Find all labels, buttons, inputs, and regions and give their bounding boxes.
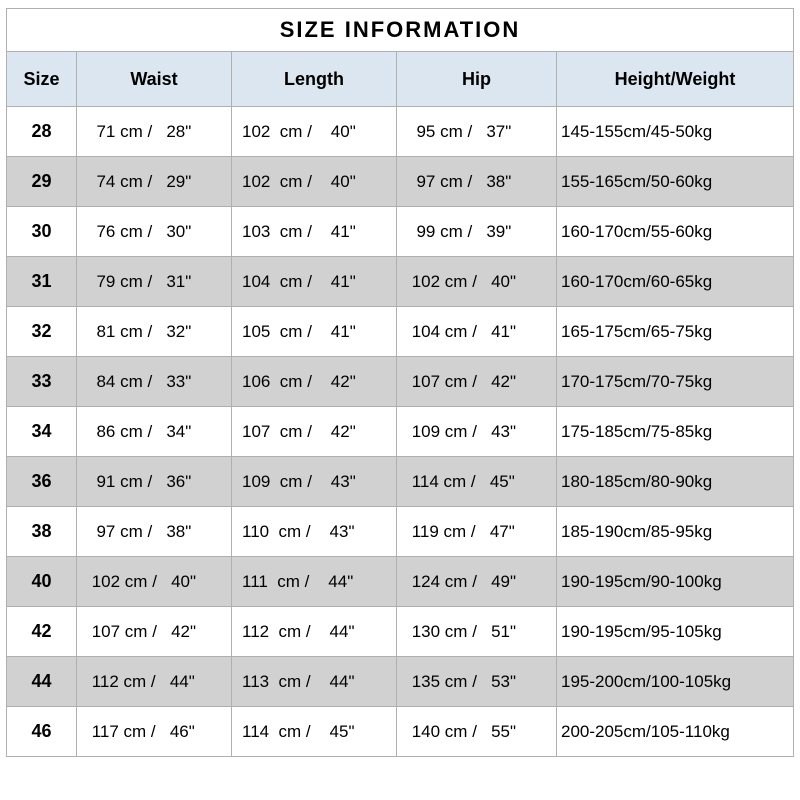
cell-height-weight: 170-175cm/70-75kg (557, 357, 794, 407)
cell-hip: 107 cm / 42" (397, 357, 557, 407)
cell-hip: 109 cm / 43" (397, 407, 557, 457)
cell-waist: 102 cm / 40" (77, 557, 232, 607)
cell-height-weight: 180-185cm/80-90kg (557, 457, 794, 507)
cell-hip: 97 cm / 38" (397, 157, 557, 207)
cell-height-weight: 155-165cm/50-60kg (557, 157, 794, 207)
cell-length: 102 cm / 40" (232, 157, 397, 207)
cell-height-weight: 160-170cm/60-65kg (557, 257, 794, 307)
cell-hip: 124 cm / 49" (397, 557, 557, 607)
col-size: Size (7, 52, 77, 107)
cell-waist: 71 cm / 28" (77, 107, 232, 157)
cell-length: 107 cm / 42" (232, 407, 397, 457)
cell-waist: 91 cm / 36" (77, 457, 232, 507)
cell-hip: 99 cm / 39" (397, 207, 557, 257)
cell-waist: 86 cm / 34" (77, 407, 232, 457)
table-row: 33 84 cm / 33"106 cm / 42" 107 cm / 42"1… (7, 357, 794, 407)
cell-waist: 79 cm / 31" (77, 257, 232, 307)
cell-waist: 97 cm / 38" (77, 507, 232, 557)
cell-size: 38 (7, 507, 77, 557)
table-row: 40 102 cm / 40"111 cm / 44" 124 cm / 49"… (7, 557, 794, 607)
cell-length: 102 cm / 40" (232, 107, 397, 157)
size-table: SIZE INFORMATION Size Waist Length Hip H… (6, 8, 794, 757)
table-row: 46 117 cm / 46"114 cm / 45" 140 cm / 55"… (7, 707, 794, 757)
cell-length: 105 cm / 41" (232, 307, 397, 357)
cell-height-weight: 175-185cm/75-85kg (557, 407, 794, 457)
cell-size: 30 (7, 207, 77, 257)
cell-length: 114 cm / 45" (232, 707, 397, 757)
cell-waist: 112 cm / 44" (77, 657, 232, 707)
table-row: 31 79 cm / 31"104 cm / 41" 102 cm / 40"1… (7, 257, 794, 307)
cell-height-weight: 165-175cm/65-75kg (557, 307, 794, 357)
col-hip: Hip (397, 52, 557, 107)
cell-size: 31 (7, 257, 77, 307)
table-row: 44 112 cm / 44"113 cm / 44" 135 cm / 53"… (7, 657, 794, 707)
cell-length: 112 cm / 44" (232, 607, 397, 657)
col-length: Length (232, 52, 397, 107)
cell-length: 103 cm / 41" (232, 207, 397, 257)
table-row: 32 81 cm / 32"105 cm / 41" 104 cm / 41"1… (7, 307, 794, 357)
cell-length: 113 cm / 44" (232, 657, 397, 707)
cell-size: 42 (7, 607, 77, 657)
table-row: 28 71 cm / 28"102 cm / 40" 95 cm / 37"14… (7, 107, 794, 157)
cell-waist: 74 cm / 29" (77, 157, 232, 207)
cell-height-weight: 160-170cm/55-60kg (557, 207, 794, 257)
cell-waist: 117 cm / 46" (77, 707, 232, 757)
cell-height-weight: 145-155cm/45-50kg (557, 107, 794, 157)
table-title: SIZE INFORMATION (7, 9, 794, 52)
cell-waist: 107 cm / 42" (77, 607, 232, 657)
cell-size: 46 (7, 707, 77, 757)
cell-height-weight: 190-195cm/90-100kg (557, 557, 794, 607)
cell-size: 29 (7, 157, 77, 207)
cell-length: 110 cm / 43" (232, 507, 397, 557)
cell-hip: 135 cm / 53" (397, 657, 557, 707)
cell-waist: 84 cm / 33" (77, 357, 232, 407)
table-row: 36 91 cm / 36"109 cm / 43" 114 cm / 45"1… (7, 457, 794, 507)
table-row: 34 86 cm / 34"107 cm / 42" 109 cm / 43"1… (7, 407, 794, 457)
cell-hip: 104 cm / 41" (397, 307, 557, 357)
cell-size: 34 (7, 407, 77, 457)
cell-size: 32 (7, 307, 77, 357)
cell-height-weight: 200-205cm/105-110kg (557, 707, 794, 757)
cell-hip: 119 cm / 47" (397, 507, 557, 557)
cell-size: 28 (7, 107, 77, 157)
cell-hip: 102 cm / 40" (397, 257, 557, 307)
table-row: 30 76 cm / 30"103 cm / 41" 99 cm / 39"16… (7, 207, 794, 257)
cell-size: 44 (7, 657, 77, 707)
cell-size: 40 (7, 557, 77, 607)
cell-length: 106 cm / 42" (232, 357, 397, 407)
cell-length: 104 cm / 41" (232, 257, 397, 307)
cell-waist: 81 cm / 32" (77, 307, 232, 357)
cell-hip: 95 cm / 37" (397, 107, 557, 157)
cell-size: 33 (7, 357, 77, 407)
cell-height-weight: 190-195cm/95-105kg (557, 607, 794, 657)
table-row: 38 97 cm / 38"110 cm / 43" 119 cm / 47"1… (7, 507, 794, 557)
col-waist: Waist (77, 52, 232, 107)
cell-waist: 76 cm / 30" (77, 207, 232, 257)
table-row: 29 74 cm / 29"102 cm / 40" 97 cm / 38"15… (7, 157, 794, 207)
cell-length: 111 cm / 44" (232, 557, 397, 607)
cell-hip: 130 cm / 51" (397, 607, 557, 657)
cell-height-weight: 185-190cm/85-95kg (557, 507, 794, 557)
cell-length: 109 cm / 43" (232, 457, 397, 507)
table-row: 42 107 cm / 42"112 cm / 44" 130 cm / 51"… (7, 607, 794, 657)
cell-hip: 114 cm / 45" (397, 457, 557, 507)
table-header-row: Size Waist Length Hip Height/Weight (7, 52, 794, 107)
cell-size: 36 (7, 457, 77, 507)
cell-height-weight: 195-200cm/100-105kg (557, 657, 794, 707)
cell-hip: 140 cm / 55" (397, 707, 557, 757)
col-hw: Height/Weight (557, 52, 794, 107)
